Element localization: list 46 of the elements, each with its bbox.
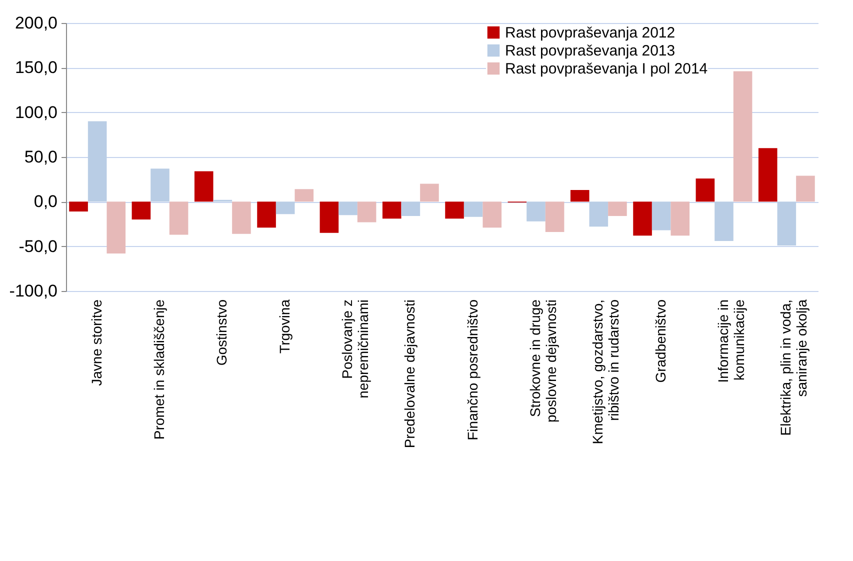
bar	[106, 202, 126, 254]
bar	[232, 202, 251, 234]
bar	[545, 202, 564, 232]
x-tick-label: Predelovalne dejavnosti	[402, 300, 418, 448]
bar	[696, 178, 715, 202]
bar	[796, 176, 815, 202]
x-tick-label: Informacije in komunikacije	[715, 299, 747, 383]
bar	[132, 202, 151, 220]
x-tick-label: Gradbeništvo	[652, 299, 668, 383]
bar	[633, 202, 652, 236]
legend-label: Rast povpraševanja 2012	[505, 24, 676, 42]
y-tick-label: 0,0	[34, 192, 58, 212]
bar	[733, 71, 752, 202]
x-tick-label: Javne storitve	[88, 299, 104, 386]
y-tick-label: 150,0	[14, 58, 58, 78]
x-tick-label: Poslovanje z nepremičninami	[339, 300, 371, 398]
legend-label: Rast povpraševanja 2013	[505, 42, 676, 60]
bar	[194, 171, 214, 202]
bar	[294, 189, 314, 202]
bar	[464, 202, 483, 217]
y-tick-label: 100,0	[14, 102, 58, 122]
bar	[338, 202, 358, 216]
y-tick-label: -100,0	[9, 282, 58, 300]
x-tick-label: Promet in skladiščenje	[151, 299, 167, 440]
bar	[169, 202, 188, 235]
x-tick-label: Finančno posredništvo	[464, 299, 480, 440]
y-tick-label: 50,0	[24, 148, 58, 166]
bar	[320, 202, 339, 233]
bar	[608, 202, 627, 216]
bar	[445, 202, 464, 219]
bar	[69, 202, 88, 212]
x-tick-label: Strokovne in druge poslovne dejavnosti	[527, 299, 559, 422]
bar	[482, 202, 502, 228]
bar	[357, 202, 376, 222]
y-tick-label: 200,0	[14, 14, 58, 32]
bar	[570, 190, 590, 202]
bar	[382, 202, 402, 219]
bar	[420, 184, 439, 202]
bar	[670, 202, 690, 236]
x-tick-label: Gostinstvo	[214, 299, 230, 366]
bar	[758, 148, 778, 202]
y-tick-label: -50,0	[18, 236, 58, 256]
bar	[257, 202, 276, 228]
legend-label: Rast povpraševanja I pol 2014	[505, 60, 708, 78]
bar	[652, 202, 671, 230]
x-tick-label: Trgovina	[276, 299, 292, 354]
